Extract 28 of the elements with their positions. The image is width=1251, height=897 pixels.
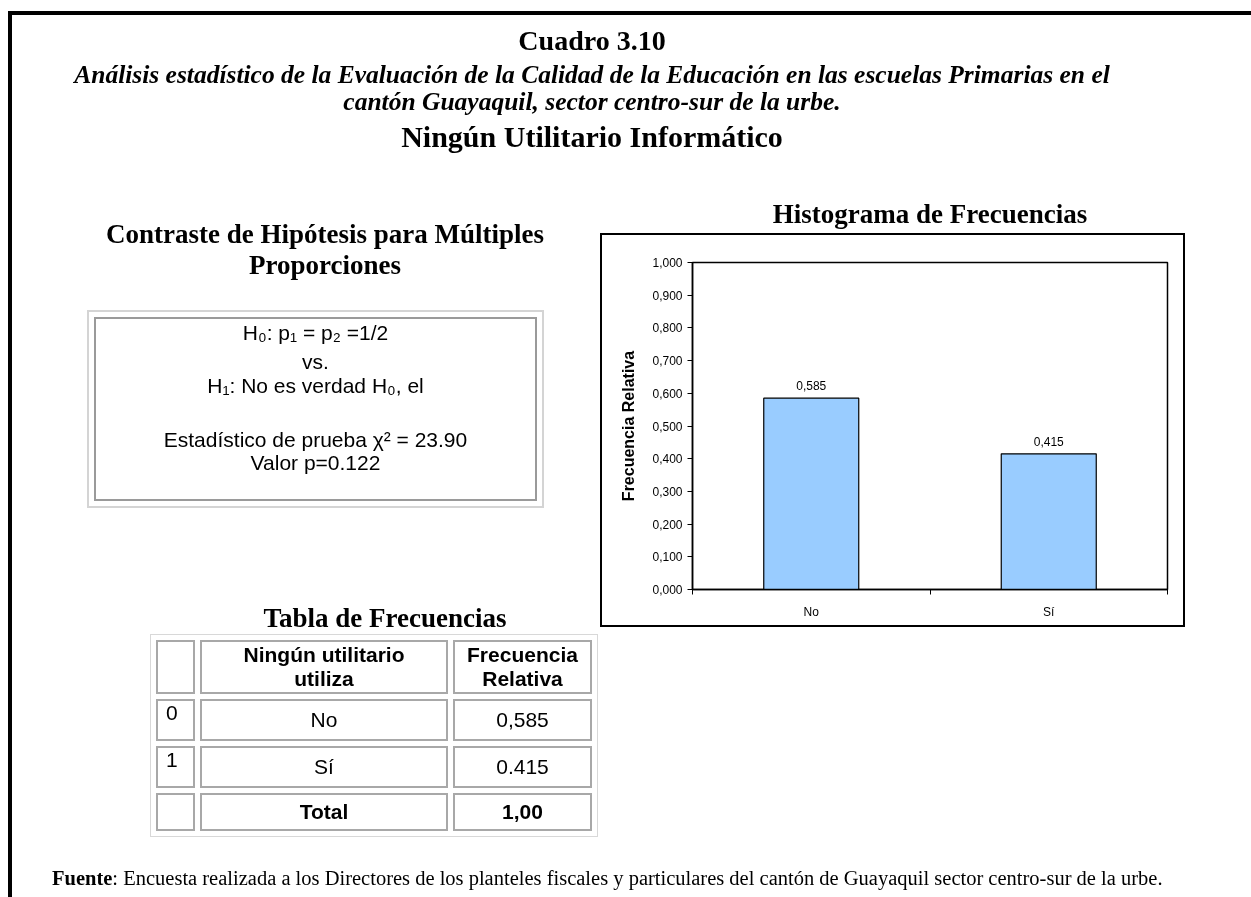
- y-axis-title: Frecuencia Relativa: [620, 350, 638, 502]
- y-tick-label: 0,500: [652, 419, 683, 434]
- source-note: Fuente: Encuesta realizada a los Directores de los planteles fiscales y particulares del cantón de Guayaquil sector centro-sur de la urbe.: [52, 866, 1163, 890]
- y-tick-label: 0,600: [652, 386, 683, 401]
- text: Cuadro 3.10: [517, 25, 667, 57]
- text: vs.: [302, 350, 329, 373]
- text: H₀: p₁ = p₂ =1/2: [241, 321, 390, 346]
- text: H₁: No es verdad H₀, el: [206, 374, 425, 399]
- y-tick-label: 0,700: [652, 354, 683, 369]
- y-tick-label: 0,400: [652, 452, 683, 467]
- y-tick-label: 0,300: [652, 484, 683, 499]
- text: Tabla de Frecuencias: [262, 603, 508, 633]
- y-tick-label: 0,000: [652, 583, 683, 597]
- y-tick-label: 1,000: [652, 256, 683, 270]
- y-tick-label: 0,900: [652, 288, 683, 303]
- chart-title: Histograma de Frecuencias: [772, 198, 1088, 229]
- text: Valor p=0.122: [249, 451, 382, 476]
- text: Ningún Utilitario Informático: [400, 120, 784, 154]
- x-tick-label: Sí: [1043, 604, 1056, 619]
- y-tick-label: 0,100: [652, 550, 683, 565]
- x-tick-label: No: [803, 604, 820, 619]
- text: Contraste de Hipótesis para Múltiples Proporciones: [105, 219, 545, 281]
- data-label: 0,585: [796, 379, 827, 394]
- data-label: 0,415: [1033, 434, 1065, 449]
- text: Análisis estadístico de la Evaluación de la Calidad de la Educación en las escuelas Primarias en el cantón Guayaquil, sector centro-sur de la urbe.: [72, 60, 1111, 116]
- y-tick-label: 0,200: [652, 517, 683, 532]
- y-tick-label: 0,800: [652, 321, 683, 336]
- text: Estadístico de prueba χ² = 23.90: [162, 428, 469, 453]
